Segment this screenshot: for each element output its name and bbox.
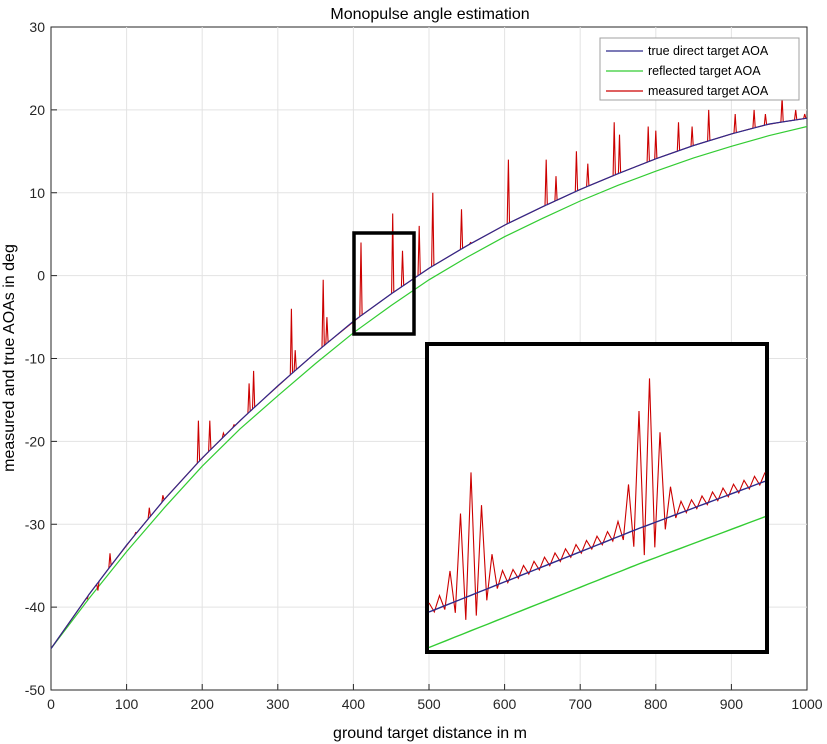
x-tick-label: 500	[417, 696, 441, 712]
x-axis-label: ground target distance in m	[333, 725, 527, 742]
series-true-direct-target-aoa	[50, 117, 808, 649]
x-tick-label: 600	[493, 696, 517, 712]
inset-measured-line	[428, 378, 766, 620]
zoom-inset-series	[428, 378, 766, 649]
x-tick-label: 200	[191, 696, 215, 712]
x-tick-label: 300	[266, 696, 290, 712]
legend-label-direct: true direct target AOA	[648, 44, 769, 58]
series-measured-target-aoa	[50, 97, 808, 649]
series-reflected-target-aoa	[50, 125, 808, 649]
x-tick-label: 0	[47, 696, 55, 712]
zoom-inset	[425, 342, 769, 654]
y-tick-label: 20	[29, 102, 45, 118]
inset-direct-line	[428, 480, 766, 613]
x-tick-label: 400	[342, 696, 366, 712]
series-lines	[50, 97, 808, 649]
y-axis-label: measured and true AOAs in deg	[1, 244, 18, 472]
y-tick-label: 0	[37, 268, 45, 284]
y-tick-label: 30	[29, 19, 45, 35]
axis-ticks: 0 100 200 300 400 500 600 700 800 900 1000-50-40-3…	[25, 19, 823, 712]
x-tick-label: 100	[115, 696, 139, 712]
y-tick-label: -30	[25, 516, 45, 532]
legend-label-reflected: reflected target AOA	[648, 64, 761, 78]
x-tick-label: 800	[644, 696, 668, 712]
y-tick-label: -20	[25, 433, 45, 449]
y-tick-label: -10	[25, 351, 45, 367]
legend: true direct target AOA reflected target …	[599, 37, 800, 101]
y-tick-label: -40	[25, 599, 45, 615]
chart-title: Monopulse angle estimation	[330, 6, 529, 23]
inset-reflected-line	[428, 516, 766, 649]
x-tick-label: 900	[720, 696, 744, 712]
y-tick-label: -50	[25, 682, 45, 698]
x-tick-label: 700	[569, 696, 593, 712]
y-tick-label: 10	[29, 185, 45, 201]
legend-label-measured: measured target AOA	[648, 84, 769, 98]
highlight-box	[352, 231, 416, 336]
x-tick-label: 1000	[791, 696, 822, 712]
